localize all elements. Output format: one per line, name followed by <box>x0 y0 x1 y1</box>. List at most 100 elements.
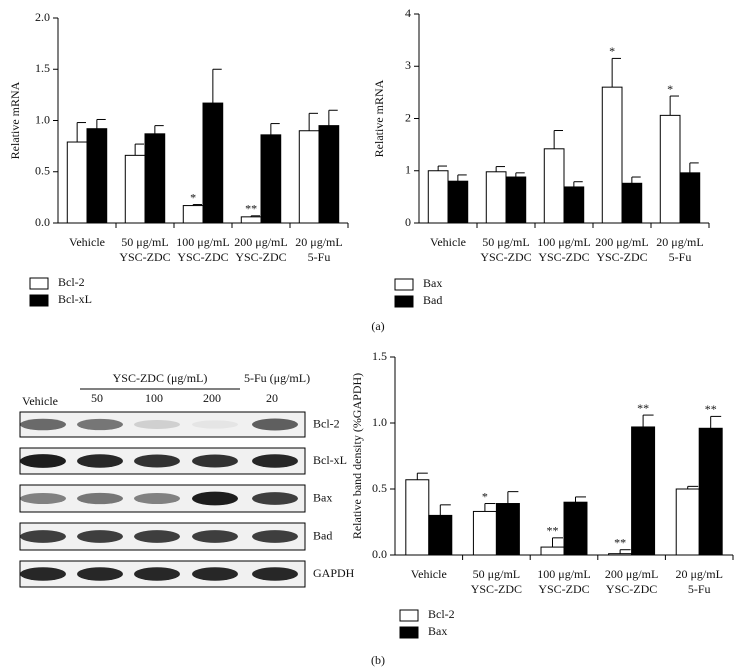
legend-label: Bax <box>428 624 447 638</box>
x-tick-label: 50 μg/mL YSC-ZDC <box>119 235 171 264</box>
bar <box>240 216 262 224</box>
bar <box>679 172 701 224</box>
x-tick-label: 20 μg/mL 5-Fu <box>656 235 704 264</box>
blot-band <box>252 418 298 431</box>
blot-dose: 20 <box>266 391 278 405</box>
blot-row-label: Bax <box>313 490 332 504</box>
y-axis-label: Relative mRNA <box>372 79 386 157</box>
bar <box>505 176 527 224</box>
y-axis-label: Relative band density (%GAPDH) <box>350 373 364 539</box>
blot-band <box>77 454 123 468</box>
bar <box>66 141 88 224</box>
x-tick-label: Vehicle <box>430 235 466 249</box>
x-tick-label: 20 μg/mL 5-Fu <box>295 235 343 264</box>
blot-band <box>20 418 66 431</box>
blot-band <box>192 420 238 429</box>
significance-mark: ** <box>245 202 257 216</box>
x-tick-label: 200 μg/mL YSC-ZDC <box>595 235 649 264</box>
bar <box>472 510 497 556</box>
blot-band <box>77 418 123 431</box>
blot-band <box>192 491 238 506</box>
bar <box>428 514 453 556</box>
bar <box>675 488 700 556</box>
blot-band <box>252 454 298 468</box>
bar <box>485 171 507 224</box>
bar <box>608 553 633 556</box>
bar <box>405 479 430 556</box>
bar <box>447 180 469 224</box>
bar <box>698 427 723 556</box>
y-tick-label: 3 <box>405 58 411 72</box>
legend-label: Bcl-xL <box>58 292 92 306</box>
bar <box>659 114 681 224</box>
blot-band <box>77 530 123 543</box>
y-axis-label: Relative mRNA <box>8 81 22 159</box>
blot-header: YSC-ZDC (μg/mL) <box>113 371 208 385</box>
blot-row-label: GAPDH <box>313 566 355 580</box>
y-tick-label: 1.5 <box>35 61 50 75</box>
significance-mark: * <box>482 489 488 503</box>
bar <box>260 134 282 224</box>
x-tick-label: 200 μg/mL YSC-ZDC <box>604 567 659 596</box>
blot-band <box>20 567 66 581</box>
bar <box>427 170 449 224</box>
legend-label: Bcl-2 <box>58 275 85 289</box>
bar <box>601 86 623 224</box>
blot-band <box>20 454 66 468</box>
legend-swatch <box>29 294 49 307</box>
x-tick-label: Vehicle <box>69 235 105 249</box>
blot-band <box>192 567 238 581</box>
blot-band <box>134 530 180 543</box>
blot-band <box>134 493 180 504</box>
legend-label: Bcl-2 <box>428 607 455 621</box>
blot-band <box>192 454 238 468</box>
bar <box>318 125 340 224</box>
blot-band <box>20 530 66 543</box>
significance-mark: ** <box>614 535 626 549</box>
bar <box>540 546 565 556</box>
blot-header: Vehicle <box>22 394 58 408</box>
legend-swatch <box>399 626 419 639</box>
x-tick-label: Vehicle <box>410 567 447 581</box>
significance-mark: ** <box>547 524 559 538</box>
y-tick-label: 0 <box>405 215 411 229</box>
significance-mark: ** <box>637 401 649 415</box>
x-tick-label: 20 μg/mL 5-Fu <box>675 567 723 596</box>
y-tick-label: 0.5 <box>35 164 50 178</box>
bar <box>298 130 320 224</box>
bar <box>563 501 588 556</box>
y-tick-label: 2.0 <box>35 10 50 24</box>
y-tick-label: 4 <box>405 6 411 20</box>
bar <box>86 128 108 224</box>
significance-mark: * <box>190 190 196 204</box>
panel-label: (a) <box>371 319 384 333</box>
blot-band <box>77 567 123 581</box>
blot-dose: 100 <box>145 391 163 405</box>
legend-swatch <box>399 609 419 622</box>
blot-band <box>134 420 180 429</box>
x-tick-label: 50 μg/mL YSC-ZDC <box>480 235 532 264</box>
blot-band <box>134 567 180 581</box>
legend-swatch <box>394 295 414 308</box>
blot-band <box>192 530 238 543</box>
y-tick-label: 2 <box>405 110 411 124</box>
bar <box>495 503 520 556</box>
bar <box>631 426 656 556</box>
significance-mark: * <box>609 44 615 58</box>
blot-dose: 50 <box>91 391 103 405</box>
blot-row-label: Bcl-xL <box>313 453 347 467</box>
y-tick-label: 0.0 <box>372 547 387 561</box>
blot-band <box>252 567 298 581</box>
y-tick-label: 0.5 <box>372 481 387 495</box>
bar <box>621 182 643 224</box>
x-tick-label: 100 μg/mL YSC-ZDC <box>537 567 591 596</box>
x-tick-label: 200 μg/mL YSC-ZDC <box>234 235 288 264</box>
y-tick-label: 1.0 <box>35 112 50 126</box>
panel-label: (b) <box>371 653 385 667</box>
bar <box>202 102 224 224</box>
bar <box>182 205 204 224</box>
blot-band <box>20 493 66 504</box>
blot-band <box>252 492 298 505</box>
